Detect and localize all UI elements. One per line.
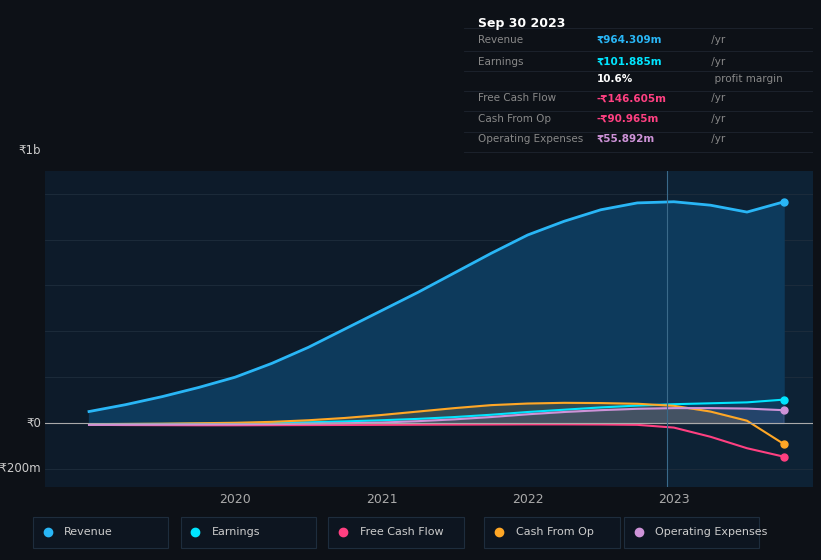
Text: /yr: /yr (708, 94, 726, 104)
Text: Revenue: Revenue (478, 35, 523, 45)
Text: ₹0: ₹0 (26, 417, 41, 430)
Text: ₹964.309m: ₹964.309m (596, 35, 662, 45)
Text: Cash From Op: Cash From Op (478, 114, 551, 124)
FancyBboxPatch shape (484, 517, 620, 548)
Text: /yr: /yr (708, 57, 726, 67)
Text: -₹200m: -₹200m (0, 463, 41, 475)
Text: Earnings: Earnings (212, 528, 260, 537)
FancyBboxPatch shape (181, 517, 316, 548)
Text: Earnings: Earnings (478, 57, 523, 67)
FancyBboxPatch shape (624, 517, 759, 548)
Text: Free Cash Flow: Free Cash Flow (360, 528, 443, 537)
Bar (667, 171, 813, 487)
Text: Revenue: Revenue (64, 528, 112, 537)
Text: -₹146.605m: -₹146.605m (596, 94, 667, 104)
Text: /yr: /yr (708, 114, 726, 124)
Text: -₹90.965m: -₹90.965m (596, 114, 658, 124)
Text: Cash From Op: Cash From Op (516, 528, 594, 537)
Text: /yr: /yr (708, 35, 726, 45)
Text: Operating Expenses: Operating Expenses (478, 134, 583, 144)
Text: /yr: /yr (708, 134, 726, 144)
Text: Operating Expenses: Operating Expenses (655, 528, 768, 537)
Text: ₹101.885m: ₹101.885m (596, 57, 662, 67)
Text: ₹55.892m: ₹55.892m (596, 134, 654, 144)
Text: Sep 30 2023: Sep 30 2023 (478, 17, 565, 30)
Text: Free Cash Flow: Free Cash Flow (478, 94, 556, 104)
FancyBboxPatch shape (33, 517, 168, 548)
Text: profit margin: profit margin (708, 74, 783, 83)
FancyBboxPatch shape (328, 517, 464, 548)
Text: 10.6%: 10.6% (596, 74, 633, 83)
Text: ₹1b: ₹1b (19, 144, 41, 157)
